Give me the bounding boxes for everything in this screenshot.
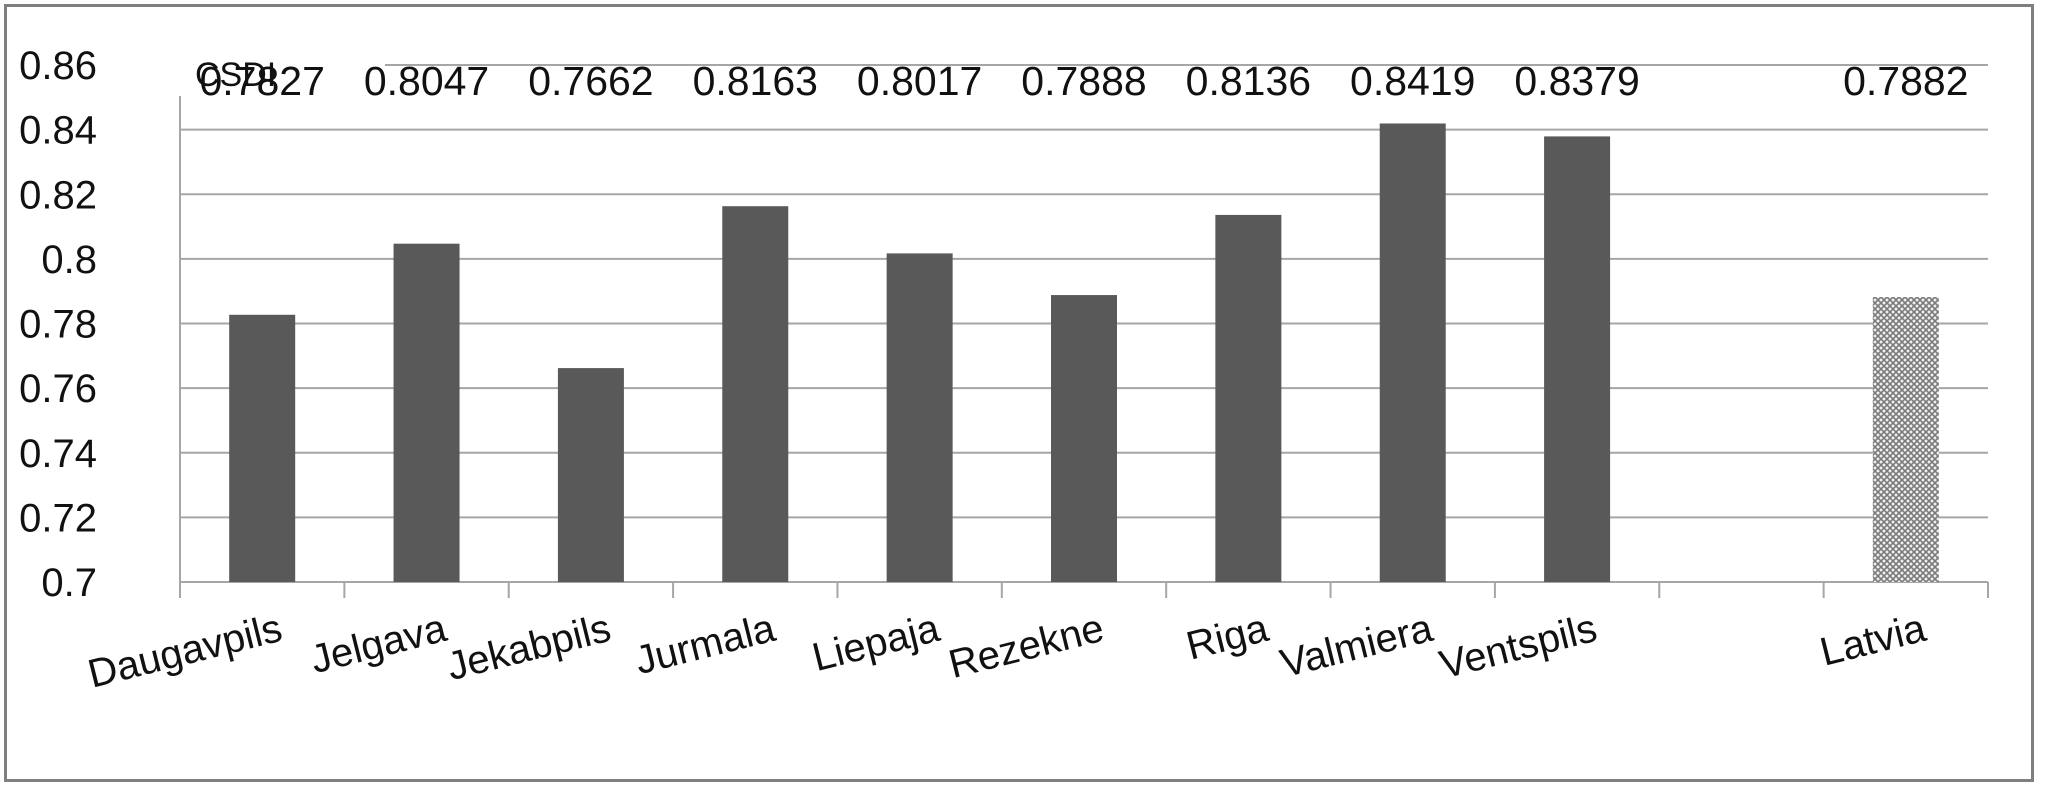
y-tick-label: 0.8 (41, 238, 97, 282)
x-category-label: Jelgava (306, 606, 451, 682)
bar (557, 368, 624, 582)
gridlines (180, 64, 1988, 519)
y-tick-label: 0.7 (41, 561, 97, 605)
data-labels: 0.7827 0.8047 0.7662 0.8163 0.8017 0.7888 0.81… (199, 58, 1968, 104)
chart-frame (4, 4, 2034, 782)
data-label: 0.7888 (1021, 58, 1146, 104)
data-label: 0.8163 (693, 58, 818, 104)
y-tick-label: 0.84 (19, 109, 97, 153)
bar (1215, 214, 1282, 582)
data-label: 0.7827 (199, 58, 324, 104)
data-label: 0.8047 (364, 58, 489, 104)
x-category-label: Rezekne (944, 606, 1108, 687)
bar (1379, 123, 1446, 582)
x-category-label: Jekabpils (443, 606, 615, 689)
bar (1051, 295, 1117, 582)
tick-labels: 0.7 0.72 0.74 0.76 0.78 0.8 0.82 0.84 0.86 Daugav… (19, 44, 1931, 697)
bars (229, 123, 1939, 583)
data-label: 0.7662 (528, 58, 653, 104)
x-category-label: Valmiera (1276, 606, 1438, 686)
bar-hatched (1872, 297, 1939, 582)
bar (886, 253, 953, 582)
data-label: 0.8136 (1186, 58, 1311, 104)
data-label: 0.8419 (1350, 58, 1475, 104)
data-label: 0.7882 (1843, 58, 1968, 104)
x-category-label: Liepaja (808, 606, 945, 680)
x-category-label: Latvia (1816, 606, 1931, 675)
bar (393, 243, 460, 583)
y-axis-title: CSDI (195, 56, 276, 94)
x-category-label: Riga (1182, 606, 1273, 669)
y-tick-label: 0.72 (19, 496, 97, 540)
x-category-label: Ventspils (1435, 606, 1601, 687)
y-tick-label: 0.74 (19, 432, 97, 476)
x-category-label: Jurmala (631, 606, 780, 683)
y-tick-label: 0.86 (19, 44, 97, 88)
bar (229, 314, 296, 582)
bar (722, 206, 789, 582)
y-tick-label: 0.82 (19, 173, 97, 217)
y-tick-label: 0.76 (19, 367, 97, 411)
y-tick-label: 0.78 (19, 303, 97, 347)
data-label: 0.8017 (857, 58, 982, 104)
data-label: 0.8379 (1514, 58, 1639, 104)
bar (1544, 136, 1611, 582)
x-category-label: Daugavpils (84, 606, 287, 697)
